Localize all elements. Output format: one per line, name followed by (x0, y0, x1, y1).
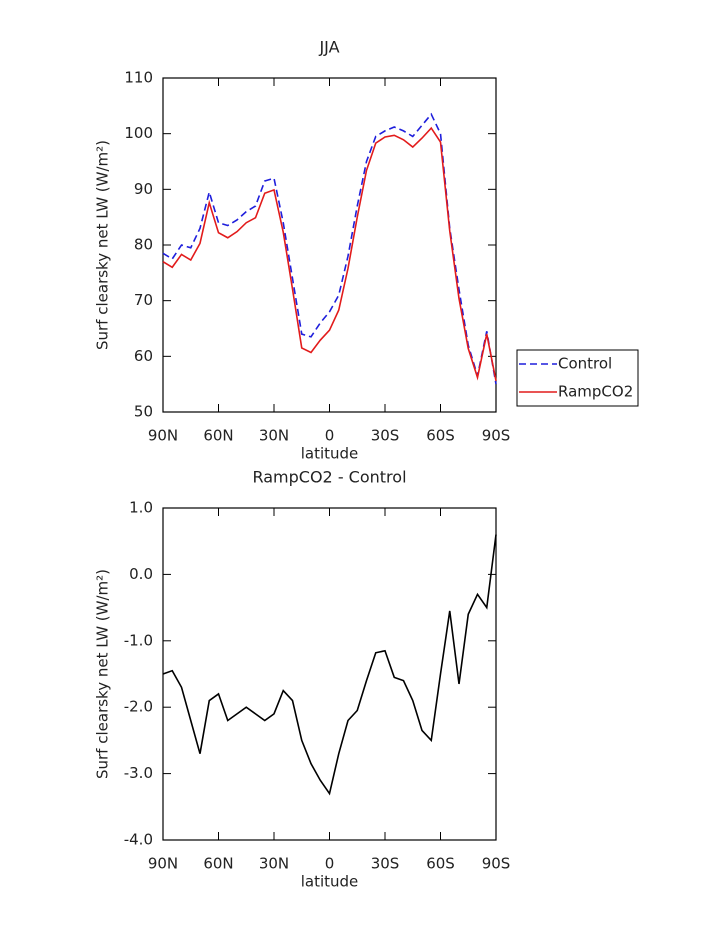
x-tick-label: 60N (203, 855, 233, 873)
x-tick-label: 30N (259, 427, 289, 445)
y-tick-label: -3.0 (124, 764, 153, 782)
x-tick-label: 90S (482, 427, 511, 445)
x-tick-label: 90N (148, 855, 178, 873)
x-tick-label: 90N (148, 427, 178, 445)
x-tick-label: 30S (371, 427, 400, 445)
y-tick-label: 60 (134, 347, 153, 365)
plot-frame (162, 77, 497, 413)
y-tick-label: 70 (134, 291, 153, 309)
x-tick-label: 0 (325, 855, 335, 873)
y-axis-label: Surf clearsky net LW (W/m²) (94, 140, 112, 350)
x-tick-label: 90S (482, 855, 511, 873)
legend-label: RampCO2 (558, 383, 633, 401)
x-axis-label: latitude (301, 873, 359, 891)
y-tick-label: 90 (134, 180, 153, 198)
y-axis-label: Surf clearsky net LW (W/m²) (94, 569, 112, 779)
chart-title: RampCO2 - Control (252, 468, 406, 487)
x-tick-label: 30S (371, 855, 400, 873)
y-tick-label: 0.0 (129, 565, 153, 583)
y-tick-label: 110 (124, 69, 153, 87)
legend-box (516, 349, 639, 407)
y-tick-label: -2.0 (124, 698, 153, 716)
y-tick-label: -4.0 (124, 831, 153, 849)
x-tick-label: 60S (426, 855, 455, 873)
y-tick-label: 1.0 (129, 499, 153, 517)
x-tick-label: 60S (426, 427, 455, 445)
data-line (162, 126, 497, 381)
legend-label: Control (558, 355, 612, 373)
x-tick-label: 0 (325, 427, 335, 445)
x-tick-label: 60N (203, 427, 233, 445)
x-axis-label: latitude (301, 445, 359, 463)
data-line (162, 534, 497, 796)
y-tick-label: -1.0 (124, 631, 153, 649)
chart-title: JJA (318, 38, 339, 57)
y-tick-label: 100 (124, 124, 153, 142)
y-tick-label: 50 (134, 403, 153, 421)
y-tick-label: 80 (134, 236, 153, 254)
data-line (162, 112, 497, 385)
x-tick-label: 30N (259, 855, 289, 873)
